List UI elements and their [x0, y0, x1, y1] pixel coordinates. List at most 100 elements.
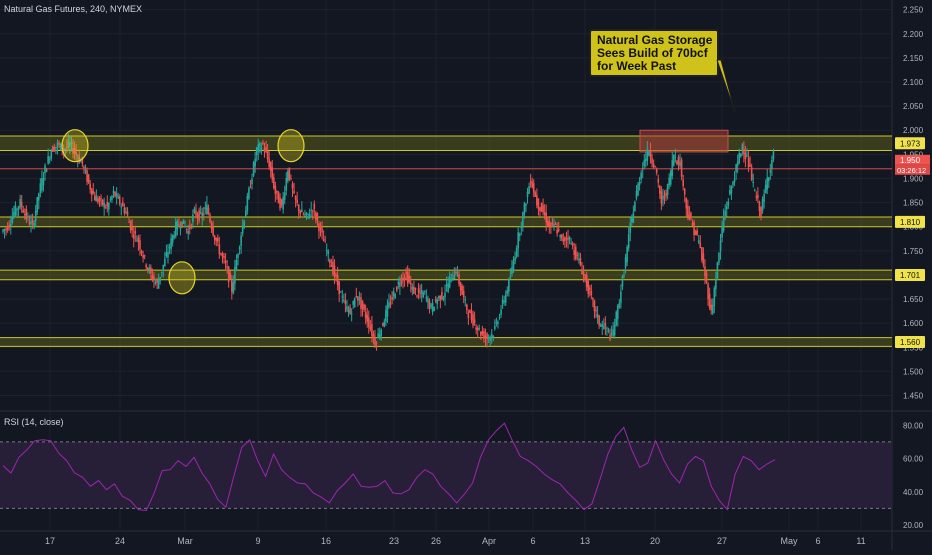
candle-body — [237, 254, 239, 259]
candle-body — [760, 207, 762, 217]
candle-body — [651, 157, 653, 164]
candle-body — [420, 290, 423, 294]
x-tick-label: 17 — [45, 536, 55, 546]
candle-body — [126, 211, 129, 216]
candle-body — [325, 250, 328, 252]
candle-body — [276, 190, 278, 193]
candle-body — [221, 253, 224, 257]
x-tick-label: 9 — [255, 536, 260, 546]
candle-body — [195, 210, 197, 216]
candle-body — [548, 221, 551, 226]
candle-body — [663, 196, 666, 198]
support-zone — [0, 217, 892, 227]
candle-body — [441, 292, 443, 299]
candle-body — [598, 315, 600, 326]
candle-body — [182, 219, 185, 224]
candle-body — [753, 190, 756, 192]
candle-body — [201, 212, 204, 219]
candle-body — [109, 199, 112, 201]
storage-callout: Natural Gas Storage Sees Build of 70bcf … — [589, 29, 719, 77]
candle-body — [736, 161, 739, 166]
resistance-box — [639, 129, 729, 153]
candle-body — [534, 192, 537, 197]
candle-body — [635, 190, 638, 199]
candle-body — [399, 282, 401, 287]
candle-body — [296, 199, 298, 203]
candle-body — [743, 149, 745, 154]
candle-body — [433, 306, 435, 312]
candle-body — [154, 282, 157, 284]
candle-body — [462, 291, 465, 298]
zone-price-tag — [895, 268, 925, 281]
candle-body — [679, 162, 681, 167]
countdown-tag — [895, 164, 930, 175]
candle-body — [564, 237, 566, 242]
candle-body — [313, 203, 316, 210]
candle-body — [283, 192, 286, 200]
candle-body — [274, 185, 277, 194]
candle-body — [95, 196, 98, 202]
candle-body — [28, 221, 31, 225]
candle-body — [173, 235, 176, 238]
candle-body — [297, 204, 300, 212]
candle-body — [98, 197, 101, 202]
candle-body — [592, 298, 594, 300]
candle-body — [610, 332, 613, 335]
zone-price-tag — [895, 335, 925, 348]
candle-body — [484, 335, 487, 338]
candle-body — [458, 273, 460, 285]
candle-body — [224, 260, 227, 263]
candle-body — [529, 180, 532, 183]
candle-body — [13, 211, 15, 217]
candle-body — [718, 252, 720, 263]
candle-body — [36, 196, 39, 213]
rsi-tick-label: 20.00 — [903, 521, 924, 530]
candle-body — [101, 199, 104, 205]
candle-body — [52, 146, 54, 152]
candle-body — [599, 325, 602, 327]
candle-body — [44, 165, 46, 174]
candle-body — [196, 214, 199, 218]
candle-body — [560, 234, 563, 239]
candle-body — [724, 210, 726, 216]
candle-body — [620, 291, 622, 304]
candle-body — [498, 317, 501, 319]
candle-body — [266, 150, 269, 160]
candle-body — [469, 310, 471, 313]
last-price-tag — [895, 154, 930, 165]
candle-body — [673, 154, 675, 166]
candle-body — [66, 146, 68, 148]
candle-body — [170, 238, 172, 250]
candle-body — [405, 271, 407, 274]
last-price-label: 1.950 — [900, 156, 921, 165]
candle-body — [581, 269, 583, 275]
candle-body — [444, 292, 446, 298]
candle-body — [288, 167, 291, 180]
candle-body — [76, 158, 79, 160]
candle-body — [403, 277, 406, 280]
candle-body — [565, 238, 568, 240]
candle-body — [380, 329, 383, 337]
candle-body — [483, 331, 485, 339]
candle-body — [329, 259, 331, 264]
candle-body — [522, 212, 524, 227]
candle-body — [30, 221, 32, 225]
candle-body — [263, 148, 266, 152]
candle-body — [671, 160, 674, 176]
candle-body — [16, 209, 18, 211]
candle-body — [514, 257, 516, 262]
candle-body — [582, 271, 585, 275]
candle-body — [716, 262, 719, 279]
candle-body — [425, 296, 428, 299]
candle-body — [612, 329, 614, 337]
candle-body — [181, 221, 183, 227]
candle-body — [525, 203, 527, 207]
candle-body — [157, 280, 160, 289]
candle-body — [335, 274, 337, 277]
countdown-label: 03:26:12 — [897, 166, 926, 175]
candle-body — [383, 321, 386, 327]
candle-body — [739, 153, 742, 157]
candle-body — [248, 188, 250, 199]
